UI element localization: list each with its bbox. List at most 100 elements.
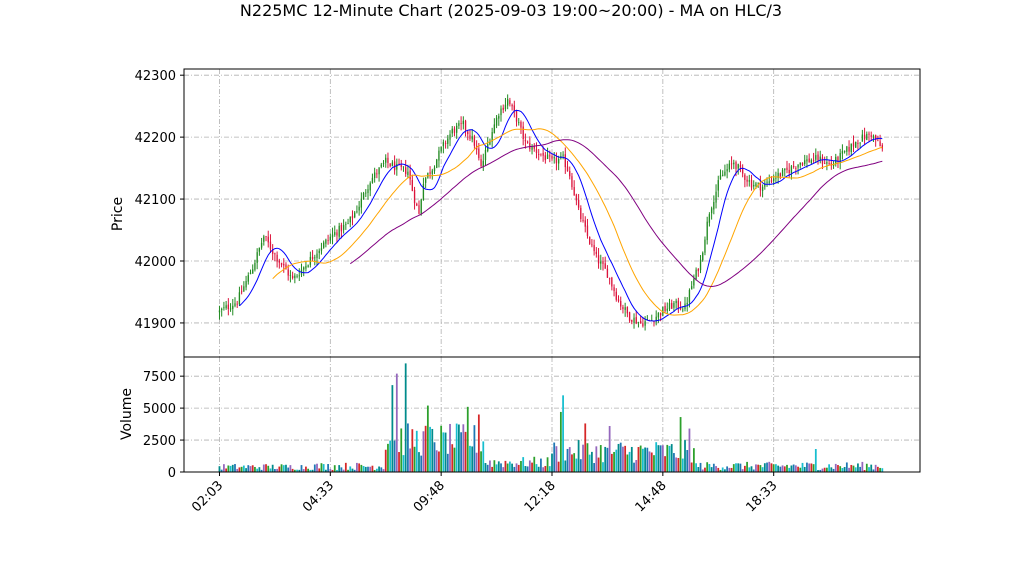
volume-bar <box>783 466 786 472</box>
candle-body <box>272 249 274 254</box>
volume-bar <box>291 468 294 472</box>
volume-bar <box>331 469 334 472</box>
volume-bar <box>407 423 409 472</box>
volume-bar <box>344 462 347 472</box>
volume-bar <box>679 417 682 472</box>
volume-bar <box>555 446 558 472</box>
candle-body <box>464 120 467 131</box>
candle-body <box>566 166 569 172</box>
candle-body <box>544 155 547 161</box>
candle-body <box>591 244 593 246</box>
volume-bar <box>387 443 389 472</box>
volume-bar <box>608 426 611 472</box>
candle-body <box>495 117 498 126</box>
volume-bar <box>750 466 753 472</box>
volume-bar <box>599 445 602 472</box>
candle-body <box>730 163 733 165</box>
candle-body <box>376 173 378 175</box>
candle-body <box>444 143 447 144</box>
candle-body <box>442 142 445 147</box>
candle-body <box>631 319 633 322</box>
volume-bar <box>282 465 285 472</box>
candle-body <box>225 305 227 309</box>
volume-bar <box>606 447 609 472</box>
volume-bar <box>808 463 811 472</box>
candle-body <box>839 153 841 163</box>
volume-bar <box>262 464 265 472</box>
candle-body <box>606 268 609 278</box>
volume-bar <box>449 423 451 472</box>
candle-body <box>276 254 278 262</box>
candle-body <box>407 171 409 175</box>
volume-bar <box>513 466 516 472</box>
candle-body <box>338 225 340 237</box>
volume-bar <box>293 469 296 472</box>
candle-body <box>859 142 861 144</box>
volume-bar <box>559 411 562 472</box>
candle-body <box>664 305 666 312</box>
volume-bar <box>305 466 307 472</box>
candle-body <box>513 105 515 112</box>
volume-bar <box>526 466 529 472</box>
volume-bars <box>218 363 884 472</box>
candle-body <box>801 162 804 166</box>
candle-body <box>349 216 351 223</box>
volume-bar <box>770 463 773 472</box>
candle-body <box>688 290 691 303</box>
candle-body <box>336 232 338 236</box>
volume-bar <box>588 454 591 472</box>
candle-body <box>258 247 261 252</box>
candle-body <box>227 304 230 310</box>
candle-body <box>409 170 411 180</box>
candle-body <box>540 153 542 155</box>
price-tick-label: 42300 <box>135 69 176 84</box>
volume-bar <box>704 467 706 472</box>
candle-body <box>405 167 407 174</box>
volume-bar <box>347 469 349 472</box>
candle-body <box>342 225 345 231</box>
candle-body <box>280 262 283 265</box>
volume-bar <box>690 462 693 472</box>
x-tick-label: 12:18 <box>522 478 559 515</box>
volume-bar <box>433 442 436 472</box>
volume-bar <box>814 449 817 472</box>
candle-body <box>256 252 258 263</box>
price-y-axis: 41900 42000 42100 42200 42300 <box>135 69 184 332</box>
volume-bar <box>524 466 527 472</box>
candle-body <box>418 205 420 214</box>
candle-body <box>542 152 544 156</box>
candle-body <box>440 146 442 152</box>
volume-bar <box>271 464 274 472</box>
candle-body <box>307 265 309 267</box>
candle-body <box>589 236 591 244</box>
volume-bar <box>610 453 613 472</box>
candle-body <box>249 272 252 275</box>
volume-bar <box>792 464 795 472</box>
volume-bar <box>810 463 813 472</box>
candle-body <box>812 159 815 161</box>
volume-bar <box>362 466 365 472</box>
candle-body <box>416 203 418 206</box>
volume-bar <box>686 450 689 472</box>
volume-bar <box>238 467 241 472</box>
candle-body <box>753 184 755 187</box>
candle-body <box>489 141 491 145</box>
candle-body <box>400 164 402 167</box>
candle-body <box>531 146 533 150</box>
candle-body <box>218 310 221 313</box>
candle-body <box>640 321 642 323</box>
candle-body <box>835 156 837 164</box>
candle-body <box>635 317 637 324</box>
price-grid <box>184 69 920 357</box>
volume-bar <box>480 451 482 472</box>
candle-body <box>298 275 300 277</box>
volume-bar <box>544 465 547 472</box>
volume-bar <box>418 452 420 472</box>
candle-body <box>522 126 524 140</box>
volume-bar <box>542 467 545 472</box>
volume-bar <box>333 465 336 472</box>
volume-bar <box>384 449 387 472</box>
candle-body <box>617 299 620 302</box>
candle-body <box>795 167 797 169</box>
volume-bar <box>398 452 400 472</box>
